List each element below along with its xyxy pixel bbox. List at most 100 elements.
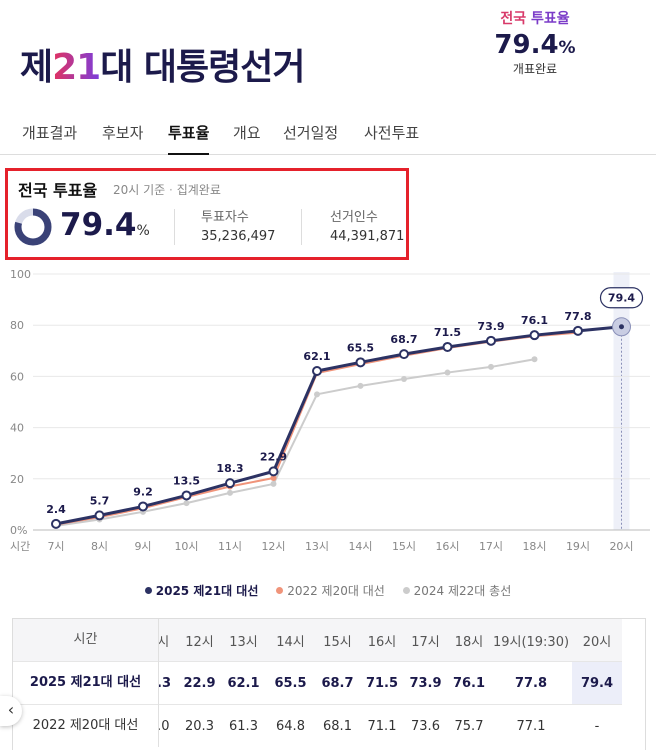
legend-item-2022[interactable]: 2022 제20대 대선	[276, 584, 385, 598]
table-header-cell: 20시	[572, 619, 622, 662]
data-point[interactable]	[268, 466, 279, 477]
data-point	[357, 382, 364, 389]
table-header-time: 시간	[13, 619, 158, 661]
data-label: 65.5	[347, 341, 374, 354]
tab-schedule[interactable]: 선거일정	[283, 124, 339, 142]
data-label: 5.7	[90, 494, 110, 507]
data-point[interactable]	[529, 330, 540, 341]
data-label: 22.9	[260, 450, 287, 463]
data-point	[270, 475, 277, 482]
data-point[interactable]	[399, 349, 409, 360]
tab-early-voting[interactable]: 사전투표	[364, 124, 420, 142]
data-point	[314, 391, 320, 398]
x-tick-label: 17시	[479, 540, 503, 553]
table-header-cell: 18시	[448, 619, 490, 662]
y-tick-label: 100	[10, 268, 31, 281]
table-cell: 68.7	[314, 661, 361, 705]
table-header-cell: 12시	[179, 619, 220, 662]
tab-overview[interactable]: 개요	[233, 124, 261, 142]
table-cell: 71.1	[361, 704, 403, 747]
x-tick-label: 15시	[392, 540, 416, 553]
tab-candidates[interactable]: 후보자	[102, 124, 144, 142]
data-point	[401, 375, 407, 382]
data-point[interactable]	[355, 357, 366, 368]
x-tick-label: 9시	[134, 540, 151, 553]
x-tick-label: 13시	[305, 540, 329, 553]
x-tick-label: 8시	[91, 540, 108, 553]
electors-count: 선거인수 44,391,871	[330, 210, 405, 244]
x-tick-label: 20시	[609, 540, 633, 553]
data-point[interactable]	[181, 490, 192, 501]
table-cell: 64.8	[267, 704, 314, 747]
table-cell: 62.1	[220, 661, 267, 705]
series-line-2024	[55, 358, 535, 527]
table-header-cell: 13시	[220, 619, 267, 662]
legend-item-2024[interactable]: 2024 제22대 총선	[402, 584, 511, 598]
table-cell: 22.9	[179, 661, 220, 705]
series-line-2025	[55, 325, 622, 526]
data-label: 71.5	[434, 326, 461, 339]
y-tick-label: 60	[10, 370, 24, 383]
table-header-cell: 16시	[361, 619, 403, 662]
table-cell: 77.1	[490, 704, 572, 747]
table-scroll-left-button[interactable]: ‹	[0, 696, 22, 726]
turnout-donut-icon	[14, 208, 52, 246]
data-point[interactable]	[94, 510, 105, 521]
tab-results[interactable]: 개표결과	[22, 124, 78, 142]
x-tick-label: 16시	[435, 540, 459, 553]
election-number: 21	[52, 47, 101, 88]
table-cell: 77.8	[490, 661, 572, 705]
data-point[interactable]	[51, 518, 61, 529]
table-cell: 76.1	[448, 661, 490, 705]
table-cell: -	[572, 704, 622, 747]
table-cell: 79.4	[572, 661, 622, 705]
turnout-line-chart: 0% 20 40 60 80 100 시간 7시 8시 9시 10시 11시 12시 13시 14시 15시 1…	[10, 268, 650, 553]
data-point[interactable]	[486, 335, 496, 346]
data-point[interactable]	[619, 324, 624, 330]
x-tick-label: 11시	[218, 540, 242, 553]
x-tick-label: 14시	[348, 540, 372, 553]
value-callout	[599, 287, 644, 309]
turnout-summary: 전국 투표율 20시 기준 · 집계완료 79.4% 투표자수 35,236,4…	[5, 168, 409, 260]
table-header-cell: 15시	[314, 619, 361, 662]
data-label: 77.8	[564, 310, 591, 323]
x-tick-label: 18시	[522, 540, 546, 553]
turnout-value: 79.4	[494, 30, 559, 60]
highlight-band	[613, 272, 630, 530]
data-label: 73.9	[477, 320, 504, 333]
y-tick-label: 20	[10, 473, 24, 486]
data-label: 18.3	[216, 462, 243, 475]
data-label: 76.1	[521, 314, 548, 327]
chevron-left-icon: ‹	[7, 700, 15, 719]
divider	[174, 209, 175, 245]
data-point	[183, 500, 190, 507]
chart-legend: 2025 제21대 대선 2022 제20대 대선 2024 제22대 총선	[0, 582, 656, 599]
data-point[interactable]	[225, 478, 235, 489]
row-label-2022: 2022 제20대 대선	[13, 704, 158, 747]
national-turnout-badge: 전국 투표율 79.4% 개표완료	[480, 8, 590, 77]
data-label: 2.4	[46, 503, 66, 516]
x-tick-label: 19시	[566, 540, 590, 553]
table-row-labels: 시간 2025 제21대 대선 2022 제20대 대선	[13, 619, 159, 747]
data-label: 79.4	[608, 292, 635, 305]
table-header-cell: 17시	[403, 619, 448, 662]
data-point[interactable]	[138, 501, 148, 512]
data-point	[444, 369, 451, 376]
table-cell: 20.3	[179, 704, 220, 747]
x-tick-label: 12시	[261, 540, 285, 553]
data-label: 13.5	[173, 474, 200, 487]
data-point[interactable]	[442, 341, 453, 352]
data-point[interactable]	[312, 366, 322, 377]
x-axis-label: 시간	[10, 540, 30, 553]
summary-rate: 79.4%	[60, 207, 150, 243]
count-status: 개표완료	[512, 62, 558, 76]
data-point[interactable]	[573, 325, 583, 336]
y-tick-label: 40	[10, 422, 24, 435]
x-tick-label: 7시	[47, 540, 64, 553]
data-point	[531, 356, 538, 363]
legend-item-2025[interactable]: 2025 제21대 대선	[144, 584, 258, 598]
table-cell: 61.3	[220, 704, 267, 747]
data-point	[488, 363, 494, 370]
tab-turnout[interactable]: 투표율	[168, 122, 210, 155]
